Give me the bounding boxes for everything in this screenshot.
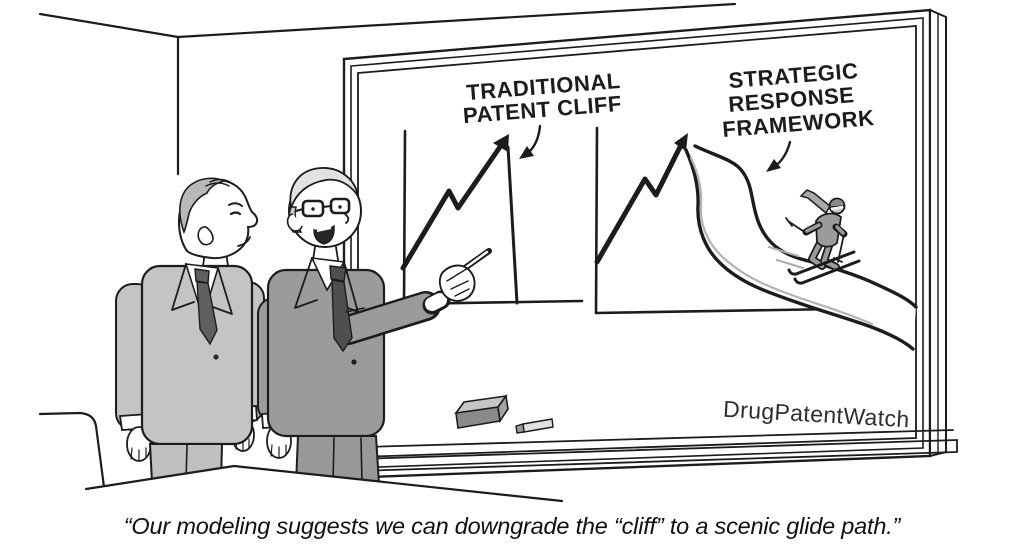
chair-back [38,411,106,489]
presenter-left-hair [179,177,227,235]
right-trend-arrowhead-icon [674,133,688,151]
presenter-right-button [351,359,357,365]
right-chart [594,126,918,351]
skier [785,189,861,285]
presenter-right-tie-knot [329,265,347,282]
presenter-left-lapels [171,263,233,315]
presenter-left-tie-knot [194,268,210,284]
presenter-right-torso [266,268,386,438]
presenter-left-hair-strands [205,178,231,187]
presenter-left [115,177,265,483]
presenter-right-hair [289,167,359,209]
framework-callout-arrowhead-icon [766,159,781,172]
presenter-right-glasses-icon [295,197,351,218]
speed-dashes [767,245,805,270]
presenter-right-nose [344,213,350,224]
presenter-left-smile [237,236,251,247]
marker-tray [325,393,958,473]
presenter-left-eye [229,211,242,216]
ski-slope-center-shading [689,156,874,326]
presenter-right-ear [286,213,303,232]
ski-slope-fill [686,146,916,349]
presenter-left-eyebrow [228,202,243,207]
left-chart-trend-line [400,141,505,271]
presenter-right-hand-pointing [438,264,476,302]
skier-helmet-icon [829,198,845,208]
right-chart-axes [594,126,900,315]
presenter-right-tie [331,279,353,353]
caption: “Our modeling suggests we can downgrade … [123,513,901,539]
ski-slope-lower-edge [684,148,915,351]
cliff-drop-line [506,145,519,305]
marker [515,418,554,434]
presenter-right-pocket [345,307,365,313]
presenter-left-button [213,354,219,360]
presenter-right [257,167,492,485]
presenter-right-neck [312,246,339,261]
room-corner [38,2,737,176]
left-trend-arrowhead-icon [493,134,509,152]
right-chart-trend-line [594,140,685,265]
presenter-left-tie [196,281,218,346]
eraser [454,393,509,429]
presenter-left-ear [197,226,214,246]
skier-torso [815,212,842,248]
whiteboard [342,8,947,480]
cliff-callout-arrowhead-icon [519,146,534,159]
skier-goggles-icon [830,205,844,211]
ski-left [787,250,856,276]
ski-right [793,259,861,285]
conference-table [0,464,564,559]
